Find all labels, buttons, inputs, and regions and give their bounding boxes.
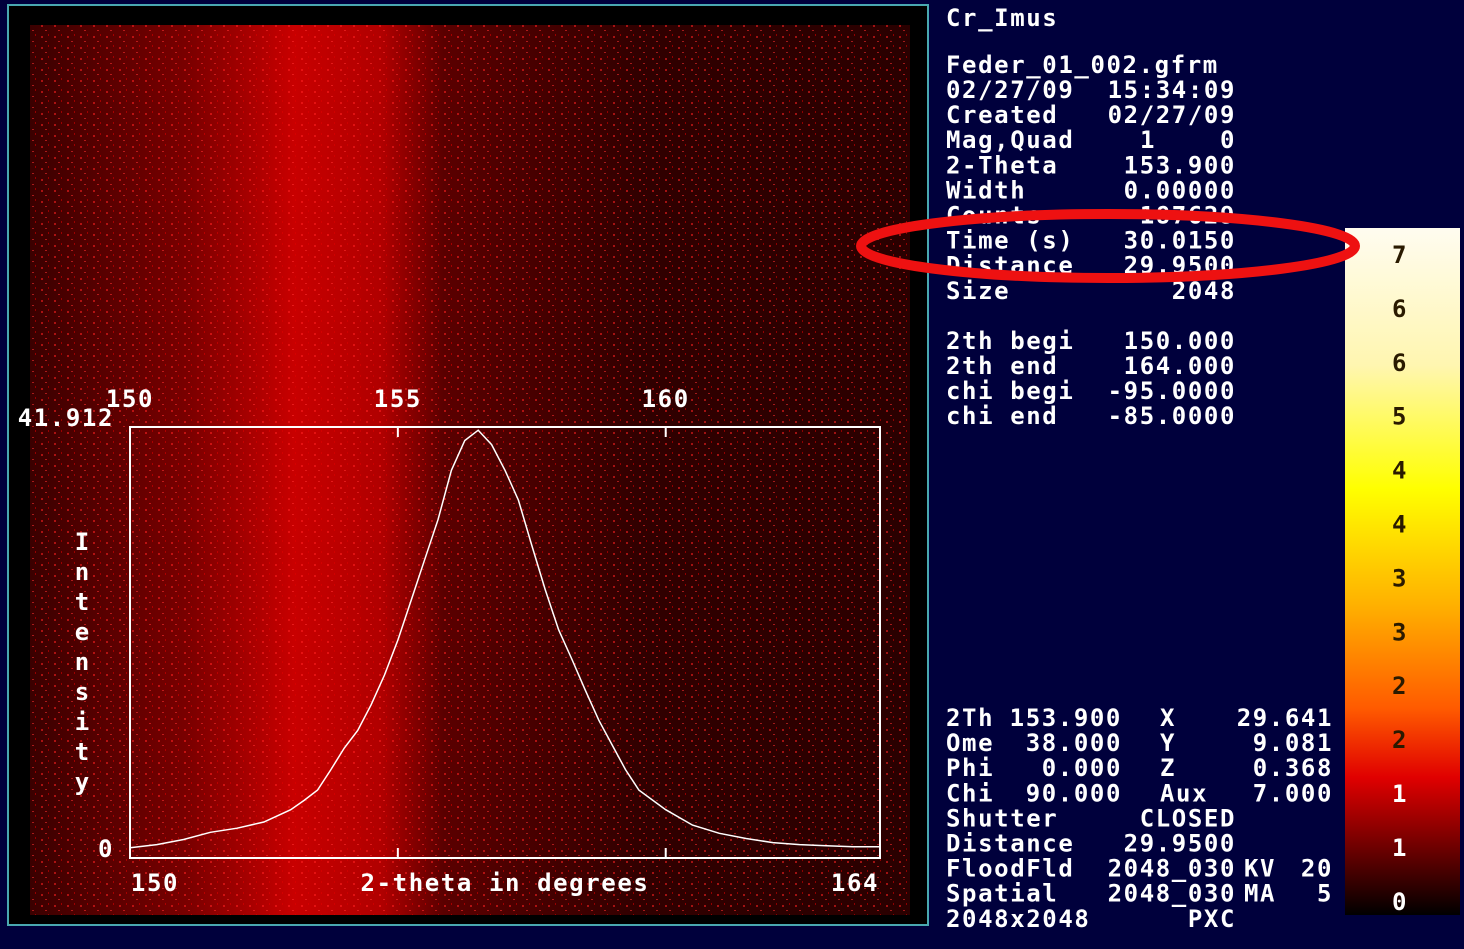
info-field: 0.00000 [1124, 176, 1236, 204]
color-scale-label: 1 [1392, 780, 1408, 808]
y-tick-label: 41.912 [18, 404, 114, 432]
status-field: Z [1160, 754, 1176, 782]
info-field: Time (s) [946, 227, 1074, 255]
status-field: 20 [1301, 855, 1333, 883]
y-tick-label: 0 [98, 835, 114, 863]
color-scale-label: 3 [1392, 564, 1408, 592]
info-field: 30.0150 [1124, 227, 1236, 255]
info-field: Width [946, 176, 1026, 204]
x-tick-label: 160 [642, 385, 690, 413]
range-field: 150.000 [1124, 327, 1236, 355]
color-scale-label: 1 [1392, 834, 1408, 862]
info-field: 153.900 [1124, 151, 1236, 179]
intensity-line [129, 429, 880, 849]
color-scale-label: 5 [1392, 403, 1408, 431]
status-field: FloodFld [946, 855, 1074, 883]
highlight-ellipse [856, 209, 1360, 283]
status-field: Chi [946, 779, 994, 807]
status-field: MA [1244, 880, 1276, 908]
color-scale-label: 3 [1392, 618, 1408, 646]
range-field: chi begi [946, 377, 1074, 405]
status-field: 29.641 [1237, 704, 1333, 732]
intensity-plot: 2-theta in degrees 150 164 150 155 160 0 41.… [18, 385, 881, 897]
status-field: 7.000 [1253, 779, 1333, 807]
info-panel: Cr_Imus Feder_01_002.gfrm 02/27/09 15:34:… [946, 4, 1333, 933]
plot-frame [129, 426, 881, 859]
status-field: 2048x2048 [946, 905, 1090, 933]
status-field: Ome [946, 729, 994, 757]
color-scale-label: 4 [1392, 511, 1408, 539]
status-field: CLOSED [1140, 804, 1236, 832]
status-field: 29.9500 [1124, 830, 1236, 858]
status-field: Phi [946, 754, 994, 782]
range-field: -85.0000 [1108, 402, 1236, 430]
x-range-start: 150 [131, 869, 179, 897]
color-scale-label: 4 [1392, 457, 1408, 485]
status-field: 9.081 [1253, 729, 1333, 757]
color-scale-label: 2 [1392, 726, 1408, 754]
status-field: PXC [1188, 905, 1236, 933]
status-field: 90.000 [1026, 779, 1122, 807]
detector-noise [30, 25, 910, 915]
info-field: 02/27/09 [1108, 101, 1236, 129]
color-scale-label: 2 [1392, 672, 1408, 700]
status-field: Spatial [946, 880, 1058, 908]
info-field: 1 [1140, 126, 1156, 154]
range-field: 2th end [946, 352, 1058, 380]
status-field: 5 [1317, 880, 1333, 908]
x-tick-label: 150 [106, 385, 154, 413]
color-scale-label: 6 [1392, 349, 1408, 377]
status-field: Y [1160, 729, 1176, 757]
x-axis-label: 2-theta in degrees [361, 869, 650, 897]
info-field: 02/27/09 [946, 76, 1074, 104]
sample-name: Cr_Imus [946, 4, 1058, 32]
status-field: Distance [946, 830, 1074, 858]
info-field: 0 [1220, 126, 1236, 154]
status-field: 2Th [946, 704, 994, 732]
status-field: Aux [1160, 779, 1208, 807]
file-name: Feder_01_002.gfrm [946, 51, 1219, 79]
range-field: chi end [946, 402, 1058, 430]
status-field: 2048_030 [1108, 880, 1236, 908]
range-field: -95.0000 [1108, 377, 1236, 405]
status-field: X [1160, 704, 1176, 732]
color-scale-label: 7 [1392, 241, 1408, 269]
status-field: 0.000 [1042, 754, 1122, 782]
info-field: Created [946, 101, 1058, 129]
status-field: 2048_030 [1108, 855, 1236, 883]
color-scale-label: 6 [1392, 295, 1408, 323]
status-field: 153.900 [1010, 704, 1122, 732]
range-field: 164.000 [1124, 352, 1236, 380]
status-field: KV [1244, 855, 1276, 883]
info-field: Mag,Quad [946, 126, 1074, 154]
color-bar [1345, 228, 1460, 915]
x-range-end: 164 [831, 869, 879, 897]
status-field: 0.368 [1253, 754, 1333, 782]
status-field: Shutter [946, 804, 1058, 832]
color-scale-label: 0 [1392, 888, 1408, 916]
range-field: 2th begi [946, 327, 1074, 355]
x-tick-label: 155 [374, 385, 422, 413]
info-field: 15:34:09 [1108, 76, 1236, 104]
info-field: 2-Theta [946, 151, 1058, 179]
status-field: 38.000 [1026, 729, 1122, 757]
y-axis-label: Intensity [68, 528, 96, 798]
info-field: Size [946, 277, 1010, 305]
